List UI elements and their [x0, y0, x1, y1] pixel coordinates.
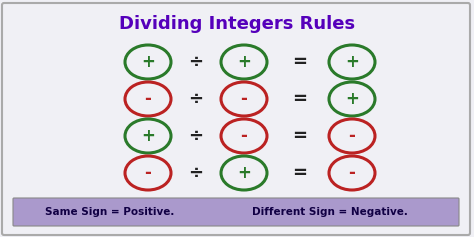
Text: -: - — [145, 90, 151, 108]
Text: -: - — [348, 127, 356, 145]
Text: Same Sign = Positive.: Same Sign = Positive. — [46, 207, 175, 217]
Text: +: + — [141, 127, 155, 145]
Text: Dividing Integers Rules: Dividing Integers Rules — [119, 15, 355, 33]
Text: +: + — [237, 164, 251, 182]
Text: +: + — [345, 90, 359, 108]
Text: =: = — [292, 90, 308, 108]
Text: +: + — [141, 53, 155, 71]
Text: ÷: ÷ — [189, 164, 203, 182]
Text: Different Sign = Negative.: Different Sign = Negative. — [252, 207, 408, 217]
Text: -: - — [241, 90, 247, 108]
Text: ÷: ÷ — [189, 90, 203, 108]
Text: -: - — [241, 127, 247, 145]
Text: ÷: ÷ — [189, 127, 203, 145]
Text: +: + — [237, 53, 251, 71]
FancyBboxPatch shape — [2, 3, 470, 235]
Text: -: - — [348, 164, 356, 182]
FancyBboxPatch shape — [13, 198, 459, 226]
Text: =: = — [292, 53, 308, 71]
Text: =: = — [292, 164, 308, 182]
Text: ÷: ÷ — [189, 53, 203, 71]
Text: =: = — [292, 127, 308, 145]
Text: -: - — [145, 164, 151, 182]
Text: +: + — [345, 53, 359, 71]
